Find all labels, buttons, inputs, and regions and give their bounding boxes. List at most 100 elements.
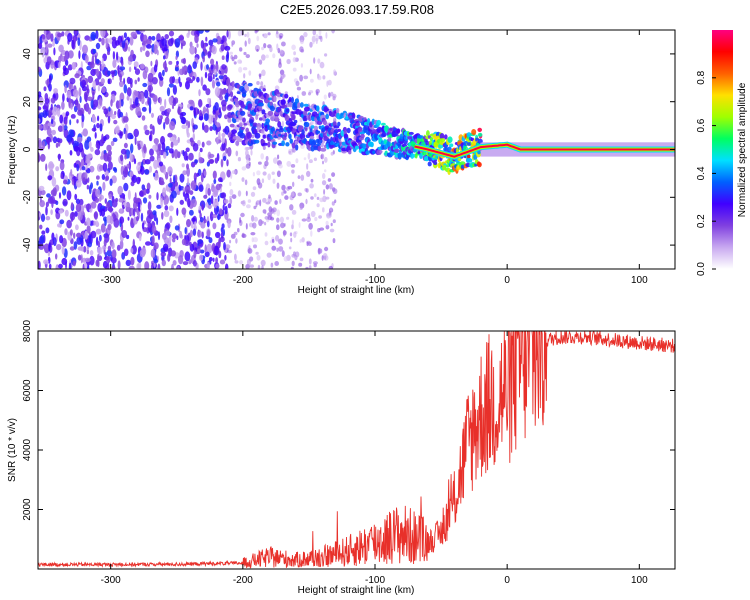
spectrogram-noise-cell xyxy=(186,167,191,177)
spectrogram-noise-cell xyxy=(167,166,173,176)
spectrogram-trace-cell xyxy=(302,110,308,117)
spectrogram-noise-cell xyxy=(279,216,284,223)
spectrogram-noise-cell xyxy=(272,207,277,213)
spectrogram-noise-cell xyxy=(251,215,255,222)
spectrogram-noise-cell xyxy=(157,263,161,269)
spectrogram-noise-cell xyxy=(86,136,92,143)
spectrogram-noise-cell xyxy=(42,140,46,150)
spectrogram-noise-cell xyxy=(129,97,133,106)
spectrogram-noise-cell xyxy=(305,198,308,205)
spectrogram-noise-cell xyxy=(38,66,41,72)
spectrogram-noise-cell xyxy=(112,51,116,60)
spectrogram-noise-cell xyxy=(164,98,167,109)
spectrogram-noise-cell xyxy=(111,241,115,250)
spectrogram-noise-cell xyxy=(62,198,68,207)
spectrogram-noise-cell xyxy=(227,203,232,209)
spectrogram-noise-cell xyxy=(97,240,100,247)
spectrogram-noise-cell xyxy=(107,245,112,252)
spectrogram-trace-cell xyxy=(397,152,404,158)
spectrogram-noise-cell xyxy=(300,49,305,53)
spectrogram-noise-cell xyxy=(165,146,170,151)
spectrogram-noise-cell xyxy=(109,178,113,186)
spectrogram-noise-cell xyxy=(97,84,100,92)
spectrogram-noise-cell xyxy=(63,55,67,62)
snr-ytick-label: 4000 xyxy=(22,438,33,461)
spectrogram-noise-cell xyxy=(149,155,155,162)
spectrogram-noise-cell xyxy=(119,239,124,250)
spectrogram-trace-cell xyxy=(291,96,294,104)
spectrogram-noise-cell xyxy=(260,153,265,160)
spectrogram-noise-cell xyxy=(84,154,91,164)
spectrogram-heatmap xyxy=(38,30,675,269)
spectrogram-noise-cell xyxy=(152,125,155,135)
spectrogram-noise-cell xyxy=(289,204,294,211)
spectrogram-trace-cell xyxy=(260,130,265,134)
spectrogram-noise-cell xyxy=(99,234,102,242)
spectrogram-noise-cell xyxy=(107,78,111,84)
spectrogram-noise-cell xyxy=(102,135,107,142)
spectrogram-noise-cell xyxy=(179,199,184,205)
colorbar-gradient xyxy=(712,30,733,269)
spectrogram-trace-cell xyxy=(429,137,434,141)
spectrogram-noise-cell xyxy=(89,165,95,173)
spectrogram-noise-cell xyxy=(249,264,254,268)
spectrogram-noise-cell xyxy=(205,36,208,42)
spectrogram-trace-cell xyxy=(446,164,450,168)
spectrogram-noise-cell xyxy=(134,136,137,146)
spectrogram-noise-cell xyxy=(161,111,166,116)
spectrogram-noise-cell xyxy=(212,222,217,230)
spectrogram-trace-cell xyxy=(288,97,292,102)
spectrogram-noise-cell xyxy=(66,134,73,143)
spectrogram-noise-cell xyxy=(142,82,148,88)
spectrogram-noise-cell xyxy=(276,170,281,178)
spectrogram-noise-cell xyxy=(277,96,281,100)
spectrogram-noise-cell xyxy=(186,219,191,228)
spectrogram-noise-cell xyxy=(197,108,200,115)
spectrogram-noise-cell xyxy=(272,178,276,184)
spectrogram-noise-cell xyxy=(258,219,263,227)
spectrogram-noise-cell xyxy=(192,142,199,152)
spectrogram-noise-cell xyxy=(280,222,285,229)
spectrogram-trace-cell xyxy=(294,140,299,145)
spectrogram-noise-cell xyxy=(320,143,324,148)
spectrogram-noise-cell xyxy=(186,163,189,170)
spectrogram-noise-cell xyxy=(91,115,97,123)
spectrogram-noise-cell xyxy=(291,147,295,153)
spectrogram-noise-cell xyxy=(160,115,163,120)
spectrogram-noise-cell xyxy=(119,216,125,224)
spectrogram-noise-cell xyxy=(40,46,46,56)
spectrogram-noise-cell xyxy=(241,233,247,238)
spectrogram-noise-cell xyxy=(163,121,166,130)
spectrogram-noise-cell xyxy=(130,143,134,154)
spectrogram-noise-cell xyxy=(142,197,148,204)
spectrogram-noise-cell xyxy=(181,163,185,168)
spectrogram-noise-cell xyxy=(227,147,232,157)
spectrogram-noise-cell xyxy=(72,260,77,267)
spectrogram-noise-cell xyxy=(136,263,140,269)
spectrogram-trace-cell xyxy=(335,107,340,114)
spectrogram-trace-cell xyxy=(393,148,400,153)
spectrogram-noise-cell xyxy=(212,38,218,43)
spectrogram-trace-cell xyxy=(477,127,483,132)
spectrogram-noise-cell xyxy=(148,104,152,114)
spectrogram-noise-cell xyxy=(299,205,303,210)
spectrogram-noise-cell xyxy=(287,185,293,190)
spectrogram-noise-cell xyxy=(308,222,313,230)
spectrogram-noise-cell xyxy=(122,204,125,210)
spectrogram-noise-cell xyxy=(141,184,146,191)
spectrogram-noise-cell xyxy=(55,166,60,172)
spectrogram-noise-cell xyxy=(291,260,295,267)
spectrogram-noise-cell xyxy=(208,114,214,124)
spectrogram-noise-cell xyxy=(128,265,135,269)
spectrogram-noise-cell xyxy=(75,180,82,188)
spectrogram-trace-cell xyxy=(285,108,290,113)
spectrogram-noise-cell xyxy=(45,227,50,234)
spectrogram-noise-cell xyxy=(43,259,49,265)
spectrogram-noise-cell xyxy=(182,187,185,193)
spectrogram-trace-cell xyxy=(269,101,273,106)
spectrogram-noise-cell xyxy=(110,256,117,264)
spectrogram-noise-cell xyxy=(66,90,72,99)
spectrogram-noise-cell xyxy=(162,232,167,240)
spectrogram-noise-cell xyxy=(332,219,336,224)
